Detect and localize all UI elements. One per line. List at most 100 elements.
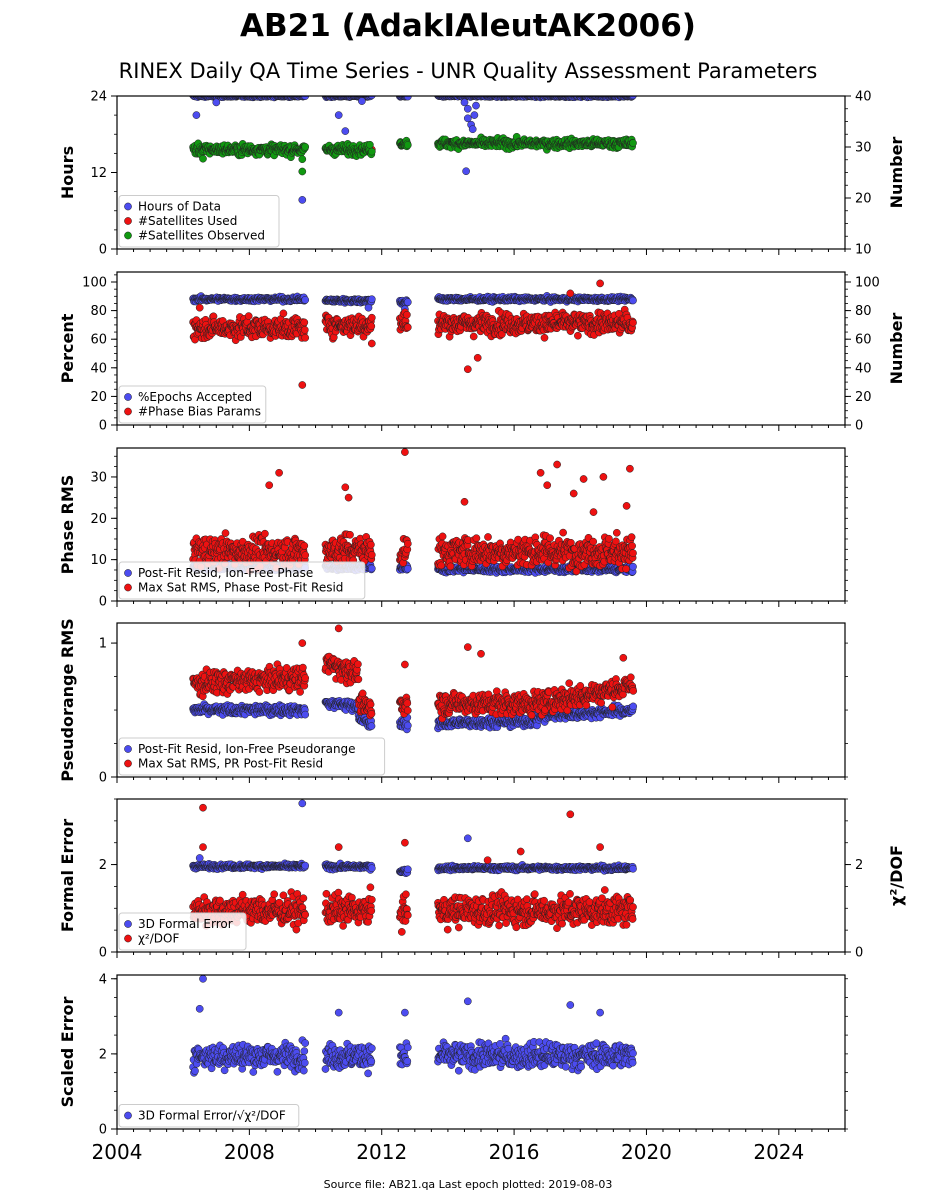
data-point xyxy=(401,448,409,456)
data-point xyxy=(470,111,479,119)
data-point xyxy=(367,551,376,559)
data-point xyxy=(589,537,598,546)
data-point xyxy=(629,296,637,305)
data-point xyxy=(364,303,373,312)
y2-tick-label: 60 xyxy=(855,333,872,348)
data-point xyxy=(622,565,630,573)
data-point xyxy=(346,530,354,539)
data-point xyxy=(469,332,478,341)
data-point xyxy=(553,460,561,469)
data-point xyxy=(463,114,472,123)
y2-tick-label: 100 xyxy=(855,276,880,291)
data-point xyxy=(472,101,480,110)
data-point xyxy=(298,155,307,164)
data-point xyxy=(221,529,230,537)
y2-axis-label: Number xyxy=(887,313,906,385)
legend-entry: Max Sat RMS, Phase Post-Fit Resid xyxy=(138,581,343,595)
data-point xyxy=(403,141,412,149)
legend-entry: Hours of Data xyxy=(138,200,221,214)
series-2 xyxy=(189,132,637,176)
y2-tick-label: 20 xyxy=(855,390,872,405)
data-point xyxy=(301,296,310,304)
data-point xyxy=(301,142,310,151)
data-point xyxy=(629,96,637,100)
y-tick-label: 60 xyxy=(90,333,107,348)
data-point xyxy=(627,533,636,541)
series-1 xyxy=(189,448,637,576)
y2-tick-label: 80 xyxy=(855,304,872,319)
data-point xyxy=(367,540,375,549)
data-point xyxy=(579,475,588,483)
y2-tick-label: 20 xyxy=(855,192,872,207)
y-axis-label: Percent xyxy=(58,313,77,383)
data-points xyxy=(189,448,637,577)
data-point xyxy=(437,561,446,570)
legend: Hours of Data#Satellites Used#Satellites… xyxy=(118,195,280,248)
y2-tick-label: 30 xyxy=(855,141,872,156)
data-point xyxy=(261,529,269,538)
series-0 xyxy=(189,292,637,314)
data-point xyxy=(473,353,482,362)
data-point xyxy=(468,125,477,134)
data-point xyxy=(341,483,350,492)
y-tick-label: 80 xyxy=(90,304,107,319)
legend-entry: #Satellites Observed xyxy=(138,229,265,243)
y-tick-label: 20 xyxy=(90,512,107,527)
y-tick-label: 0 xyxy=(99,243,107,258)
legend-entry: #Satellites Used xyxy=(138,214,237,228)
data-point xyxy=(275,468,283,477)
data-point xyxy=(605,534,613,543)
data-point xyxy=(574,331,582,340)
data-point xyxy=(403,564,412,573)
y-tick-label: 40 xyxy=(90,361,107,376)
data-point xyxy=(192,111,201,119)
data-point xyxy=(462,167,470,176)
data-point xyxy=(622,502,631,510)
data-point xyxy=(626,464,634,473)
y-axis-label: Phase RMS xyxy=(58,475,77,575)
data-point xyxy=(367,339,376,348)
data-point xyxy=(301,333,310,342)
legend-marker xyxy=(124,407,132,416)
data-point xyxy=(367,295,376,304)
data-point xyxy=(212,98,221,107)
data-point xyxy=(367,564,376,573)
legend-entry: Post-Fit Resid, Ion-Free Phase xyxy=(138,566,313,580)
data-point xyxy=(628,542,636,550)
data-points xyxy=(189,624,638,734)
data-point xyxy=(341,127,350,135)
y2-axis-label: Number xyxy=(887,137,906,209)
data-point xyxy=(265,481,274,490)
y-tick-label: 100 xyxy=(82,276,107,291)
y-tick-label: 30 xyxy=(90,470,107,485)
legend-marker xyxy=(124,231,132,240)
data-point xyxy=(344,493,353,502)
data-point xyxy=(195,303,204,312)
data-point xyxy=(300,318,309,327)
legend-marker xyxy=(124,393,132,401)
data-point xyxy=(546,534,554,543)
data-point xyxy=(543,481,552,490)
data-point xyxy=(629,318,637,327)
data-points xyxy=(189,279,637,389)
legend-marker xyxy=(124,569,132,577)
data-point xyxy=(367,313,376,322)
data-point xyxy=(540,333,549,342)
data-points xyxy=(189,96,637,204)
data-point xyxy=(367,322,376,331)
data-point xyxy=(559,528,567,537)
y2-tick-label: 40 xyxy=(855,90,872,105)
legend-marker xyxy=(124,583,132,592)
data-point xyxy=(569,489,578,498)
data-point xyxy=(612,528,621,537)
y-tick-label: 0 xyxy=(99,419,107,434)
data-point xyxy=(566,289,575,298)
y-tick-label: 24 xyxy=(90,90,107,105)
data-point xyxy=(403,323,412,332)
data-point xyxy=(629,139,637,147)
